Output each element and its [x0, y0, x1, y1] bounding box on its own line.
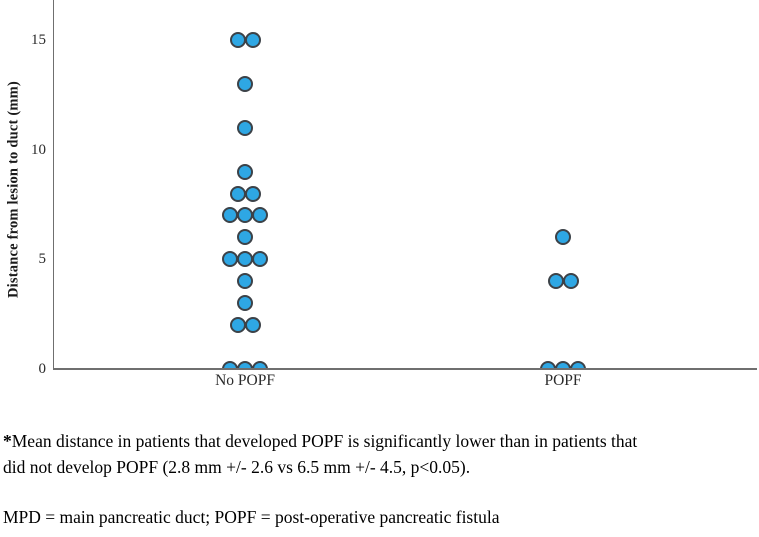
caption-abbreviations: MPD = main pancreatic duct; POPF = post-… — [3, 507, 500, 527]
data-point — [562, 273, 579, 290]
y-tick-label: 10 — [31, 141, 46, 158]
y-tick-label: 5 — [38, 251, 47, 268]
data-point — [237, 273, 253, 290]
caption: *Mean distance in patients that develope… — [3, 428, 753, 530]
data-point — [252, 251, 268, 268]
data-point — [237, 163, 253, 180]
data-point — [229, 32, 246, 48]
data-point — [252, 361, 268, 370]
data-point — [244, 32, 261, 48]
data-point — [555, 229, 571, 246]
x-category-label: No POPF — [215, 372, 275, 389]
x-category-label: POPF — [544, 372, 582, 389]
data-point — [237, 119, 253, 136]
plot-area — [53, 0, 757, 370]
y-axis-title: Distance from lesion to duct (mm) — [5, 81, 22, 299]
data-point — [222, 207, 238, 224]
data-point — [547, 273, 564, 290]
y-axis-line — [52, 0, 55, 370]
data-point — [237, 75, 253, 92]
data-point — [570, 361, 586, 370]
data-point — [229, 185, 246, 202]
x-axis-line — [52, 368, 757, 371]
significance-asterisk: * — [3, 431, 12, 451]
data-point — [229, 317, 246, 334]
caption-significance-line2: did not develop POPF (2.8 mm +/- 2.6 vs … — [3, 457, 471, 477]
data-point — [244, 317, 261, 334]
dot-plot-chart: Distance from lesion to duct (mm) 0 5 10 15… — [5, 0, 757, 389]
caption-significance-line1: *Mean distance in patients that develope… — [3, 431, 638, 451]
data-point — [237, 207, 253, 224]
y-tick-label: 0 — [38, 361, 47, 377]
data-point — [237, 295, 253, 312]
data-point — [222, 251, 238, 268]
data-point — [252, 207, 268, 224]
data-point — [237, 229, 253, 246]
data-point — [237, 251, 253, 268]
data-point — [244, 185, 261, 202]
y-tick-label: 15 — [31, 32, 46, 48]
